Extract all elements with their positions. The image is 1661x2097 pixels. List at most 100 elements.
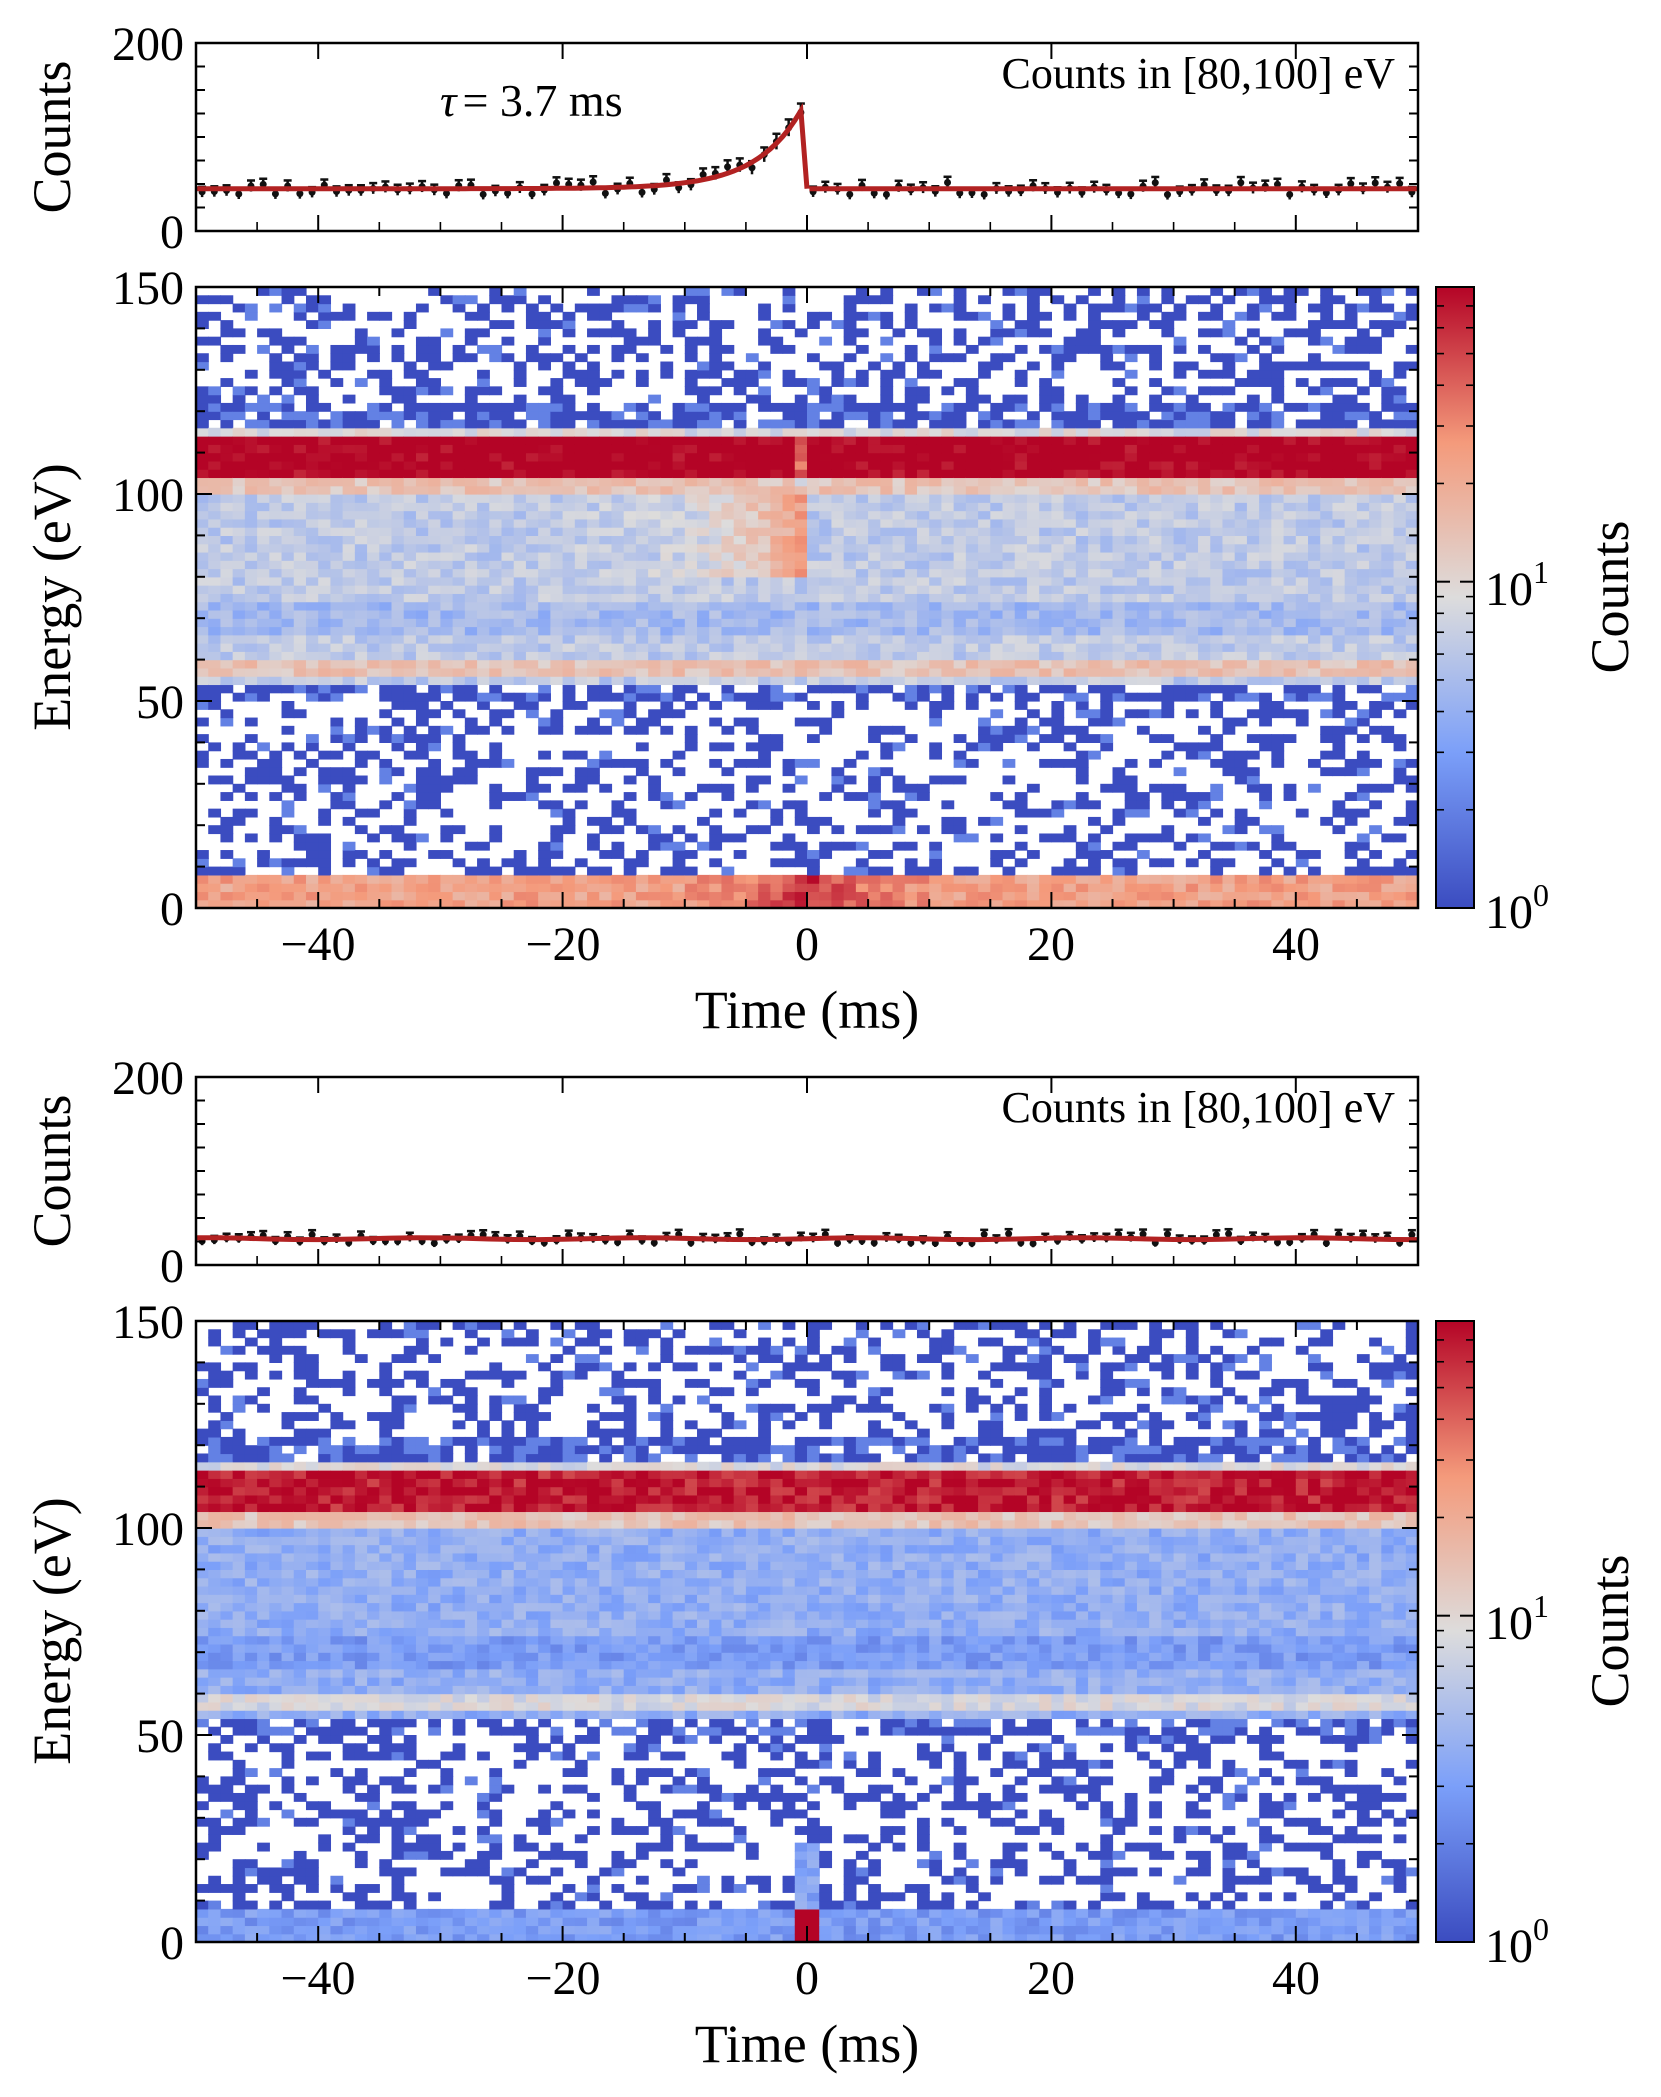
top-heatmap-cell xyxy=(880,543,894,553)
top-heatmap-cell xyxy=(232,560,246,570)
top-heatmap-cell xyxy=(819,361,833,371)
top-heatmap-cell xyxy=(635,618,649,628)
top-heatmap-cell xyxy=(489,651,503,661)
top-heatmap-cell xyxy=(1136,585,1150,594)
top-heatmap-cell xyxy=(794,601,808,611)
top-heatmap-cell xyxy=(208,585,222,594)
top-heatmap-cell xyxy=(953,883,967,893)
top-heatmap-cell xyxy=(611,676,625,686)
top-heatmap-cell xyxy=(990,452,1004,462)
top-heatmap-cell xyxy=(574,667,588,677)
top-heatmap-cell xyxy=(794,469,808,479)
top-heatmap-cell xyxy=(574,551,588,561)
top-heatmap-cell xyxy=(623,527,637,536)
top-heatmap-cell xyxy=(354,518,368,528)
top-heatmap-cell xyxy=(1002,469,1016,479)
top-heatmap-cell xyxy=(623,684,637,694)
top-heatmap-cell xyxy=(415,659,429,669)
top-heatmap-cell xyxy=(709,444,723,454)
top-heatmap-cell xyxy=(880,618,894,628)
top-heatmap-cell xyxy=(709,659,723,669)
top-heatmap-cell xyxy=(758,551,771,561)
top-heatmap-cell xyxy=(318,469,332,479)
top-heatmap-cell xyxy=(929,328,943,338)
top-heatmap-cell xyxy=(464,883,478,893)
top-heatmap-cell xyxy=(342,800,356,810)
top-heatmap-cell xyxy=(1088,477,1101,487)
top-heatmap-cell xyxy=(648,568,661,578)
top-heatmap-cell xyxy=(538,568,551,578)
top-heatmap-cell xyxy=(904,651,918,661)
top-heatmap-cell xyxy=(1259,543,1272,553)
top-heatmap-cell xyxy=(758,874,771,884)
top-heatmap-cell xyxy=(1173,477,1187,487)
top-heatmap-cell xyxy=(733,535,747,545)
top-heatmap-cell xyxy=(880,386,894,396)
top-heatmap-cell xyxy=(196,460,209,470)
top-heatmap-cell xyxy=(538,518,551,528)
top-heatmap-cell xyxy=(244,452,258,462)
top-heatmap-cell xyxy=(868,601,881,611)
top-heatmap-cell xyxy=(440,676,454,686)
top-heatmap-cell xyxy=(367,502,380,512)
top-heatmap-cell xyxy=(855,750,869,760)
top-heatmap-cell xyxy=(489,551,503,561)
top-heatmap-cell xyxy=(599,609,613,619)
top-heatmap-cell xyxy=(1136,287,1150,296)
top-heatmap-cell xyxy=(733,808,747,818)
top-heatmap-cell xyxy=(1100,825,1114,835)
top-heatmap-cell xyxy=(990,353,1004,363)
top-heatmap-cell xyxy=(1222,758,1236,768)
top-heatmap-cell xyxy=(1185,485,1199,495)
top-heatmap-cell xyxy=(1075,618,1089,628)
top-heatmap-cell xyxy=(965,659,979,669)
top-heatmap-cell xyxy=(880,725,894,735)
top-heatmap-cell xyxy=(1112,551,1126,561)
top-heatmap-cell xyxy=(807,477,820,487)
top-heatmap-cell xyxy=(1210,874,1224,884)
top-heatmap-cell xyxy=(477,858,490,868)
top-heatmap-cell xyxy=(415,643,429,652)
top-heatmap-cell xyxy=(477,618,490,628)
top-heatmap-cell xyxy=(1161,402,1175,412)
top-heatmap-cell xyxy=(391,651,405,661)
top-heatmap-cell xyxy=(880,444,894,454)
top-heatmap-cell xyxy=(684,874,698,884)
top-heatmap-cell xyxy=(1136,311,1150,321)
top-heatmap-cell xyxy=(807,585,820,594)
top-heatmap-cell xyxy=(587,601,600,611)
top-heatmap-cell xyxy=(477,427,490,437)
top-heatmap-cell xyxy=(415,494,429,503)
top-heatmap-cell xyxy=(208,411,222,421)
top-heatmap-cell xyxy=(440,452,454,462)
top-heatmap-cell xyxy=(1234,684,1248,694)
top-heatmap-cell xyxy=(745,659,759,669)
top-heatmap-cell xyxy=(807,485,820,495)
top-heatmap-cell xyxy=(623,709,637,719)
top-heatmap-cell xyxy=(587,485,600,495)
top-heatmap-cell xyxy=(843,336,857,346)
top-heatmap-cell xyxy=(1100,353,1114,363)
top-heatmap-cell xyxy=(208,477,222,487)
top-heatmap-cell xyxy=(513,369,527,379)
top-heatmap-cell xyxy=(1039,386,1052,396)
top-heatmap-cell xyxy=(819,568,833,578)
top-heatmap-cell xyxy=(916,551,930,561)
top-heatmap-cell xyxy=(1051,551,1065,561)
top-heatmap-cell xyxy=(1039,585,1052,594)
top-heatmap-cell xyxy=(550,717,564,727)
top-heatmap-cell xyxy=(831,485,845,495)
top-heatmap-cell xyxy=(1124,444,1138,454)
top-heatmap-cell xyxy=(831,543,845,553)
top-counts-point xyxy=(235,190,243,198)
top-heatmap-cell xyxy=(391,460,405,470)
top-heatmap-cell xyxy=(599,576,613,586)
top-heatmap-cell xyxy=(1136,850,1150,859)
top-heatmap-cell xyxy=(501,336,515,346)
top-heatmap-cell xyxy=(1210,667,1224,677)
top-heatmap-cell xyxy=(1014,394,1028,404)
top-heatmap-cell xyxy=(611,543,625,553)
top-heatmap-cell xyxy=(501,626,515,636)
top-heatmap-cell xyxy=(415,386,429,396)
top-heatmap-cell xyxy=(611,551,625,561)
